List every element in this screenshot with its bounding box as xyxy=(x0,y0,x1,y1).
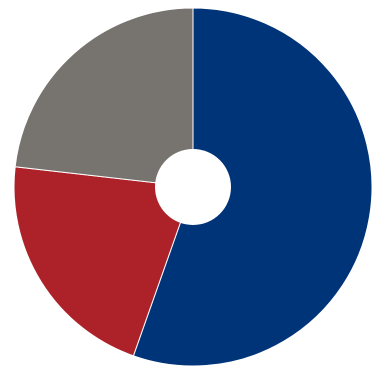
donut-hole xyxy=(155,149,231,225)
pie-slice-3 xyxy=(14,7,194,188)
pie-slice-2 xyxy=(13,166,194,357)
slices-group xyxy=(13,7,373,366)
